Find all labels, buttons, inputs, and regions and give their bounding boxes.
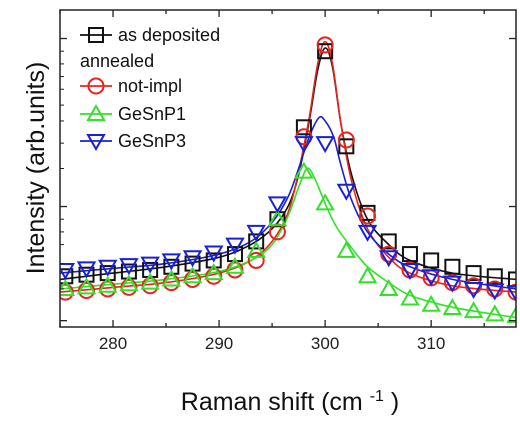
data-point-triangle-up [97, 275, 118, 293]
data-point-square [380, 233, 397, 250]
legend: as deposited annealed not-impl GeSnP1 GeSnP3 [80, 25, 220, 152]
data-point-triangle-down [246, 224, 266, 242]
data-point-circle [507, 283, 516, 301]
data-point-triangle-down [442, 275, 463, 293]
data-point-triangle-up [400, 288, 420, 306]
x-axis-title: Raman shift (cm -1 ) [181, 379, 399, 416]
data-point-triangle-down [182, 250, 203, 268]
data-point-circle [486, 280, 504, 298]
data-point-square [486, 268, 503, 285]
legend-label: GeSnP1 [118, 104, 186, 124]
data-point-triangle-down [336, 183, 357, 201]
data-point-square [142, 261, 159, 278]
data-point-circle [316, 36, 334, 54]
data-point-triangle-down [161, 253, 182, 271]
data-point-triangle-up [485, 304, 505, 322]
data-point-triangle-down [400, 262, 420, 280]
data-point-triangle-up [60, 278, 76, 296]
legend-group-label: annealed [80, 51, 154, 71]
series-line-square [60, 47, 516, 281]
legend-label: GeSnP3 [118, 131, 186, 151]
legend-marker-triangle-up [86, 103, 106, 121]
x-tick-label: 310 [417, 334, 445, 353]
data-point-triangle-up [379, 278, 399, 296]
y-axis-ticks [60, 37, 516, 322]
data-point-triangle-up [246, 240, 266, 258]
data-point-square [295, 119, 312, 136]
data-point-triangle-down [485, 283, 505, 301]
data-point-triangle-down [379, 250, 399, 268]
data-point-square [401, 246, 418, 263]
data-point-triangle-up [267, 209, 288, 227]
legend-marker-triangle-down [86, 134, 106, 152]
data-point-triangle-up [506, 305, 516, 323]
x-axis-unit-close: ) [391, 388, 399, 416]
data-point-triangle-down [506, 285, 516, 303]
data-point-triangle-up [225, 256, 245, 274]
data-point-square [184, 255, 201, 272]
data-point-triangle-up [119, 274, 139, 292]
x-axis-title-text: Raman shift [181, 388, 314, 416]
data-point-triangle-up [442, 297, 463, 315]
data-point-square [248, 233, 265, 250]
data-point-triangle-down [267, 196, 288, 214]
data-point-triangle-down [294, 136, 314, 154]
data-point-triangle-down [140, 256, 160, 274]
data-point-triangle-up [204, 263, 224, 281]
legend-label: as deposited [118, 25, 220, 45]
data-point-circle [337, 131, 355, 149]
data-point-square [465, 265, 482, 282]
x-tick-label: 290 [205, 334, 233, 353]
data-point-triangle-down [463, 281, 484, 299]
legend-marker-square [88, 27, 104, 43]
data-point-triangle-down [204, 245, 224, 263]
data-point-triangle-down [421, 269, 441, 287]
data-point-triangle-down [97, 259, 118, 277]
data-point-circle [247, 251, 265, 269]
data-point-square [99, 265, 116, 282]
data-point-square [338, 138, 355, 155]
data-point-square [508, 271, 516, 288]
data-point-triangle-up [76, 277, 97, 295]
data-point-circle [359, 207, 377, 225]
data-point-square [444, 258, 461, 275]
data-point-triangle-up [182, 266, 203, 284]
x-tick-label: 300 [311, 334, 339, 353]
x-tick-label: 280 [99, 334, 127, 353]
data-point-triangle-down [357, 224, 378, 242]
x-axis-unit-base: (cm [321, 388, 363, 416]
data-point-square [205, 252, 222, 269]
data-point-triangle-up [336, 240, 357, 258]
legend-marker-circle [87, 77, 105, 95]
data-point-triangle-down [119, 258, 139, 276]
data-point-triangle-down [76, 261, 97, 279]
data-point-square [317, 43, 334, 60]
y-axis-title: Intensity (arb.units) [22, 62, 50, 275]
data-point-square [423, 252, 440, 269]
data-point-triangle-down [225, 237, 245, 255]
data-point-triangle-up [294, 161, 314, 179]
data-point-square [60, 268, 74, 285]
data-point-square [226, 246, 243, 263]
x-axis-ticks: 280 290 300 310 [59, 10, 485, 353]
x-axis-unit-exp: -1 [370, 388, 384, 405]
data-point-triangle-up [357, 266, 378, 284]
data-point-triangle-down [60, 262, 76, 280]
data-point-square [163, 258, 180, 275]
data-point-triangle-up [421, 294, 441, 312]
data-point-triangle-up [140, 272, 160, 290]
data-point-triangle-down [315, 136, 335, 154]
series-markers [60, 36, 516, 323]
data-point-triangle-up [315, 193, 335, 211]
data-point-square [120, 263, 137, 280]
data-point-square [78, 266, 95, 283]
data-point-triangle-up [161, 269, 182, 287]
legend-label: not-impl [118, 76, 182, 96]
data-point-triangle-up [463, 301, 484, 319]
